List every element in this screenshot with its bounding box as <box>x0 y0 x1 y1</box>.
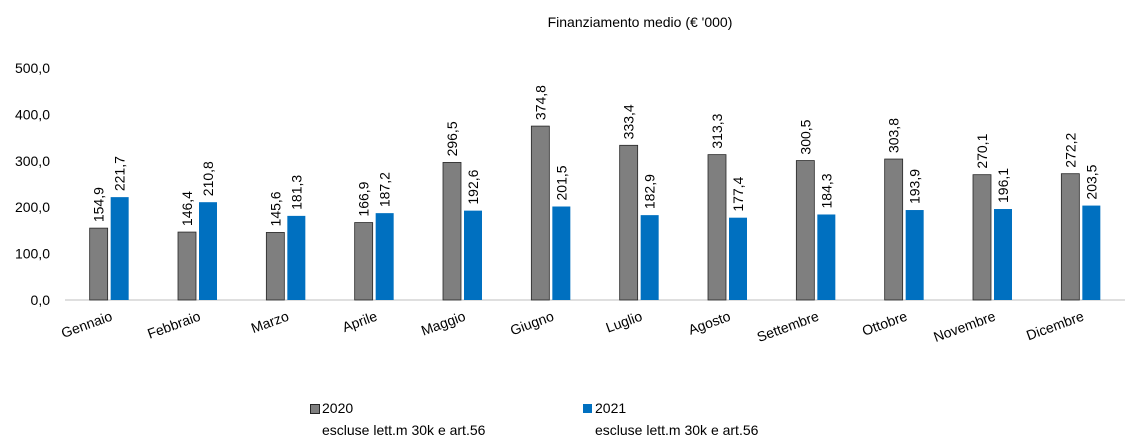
x-tick-label: Febbraio <box>145 308 203 342</box>
x-tick-label: Gennaio <box>59 308 114 341</box>
y-tick-label: 0,0 <box>31 292 51 308</box>
x-tick-label: Novembre <box>931 308 997 345</box>
value-label: 184,3 <box>818 173 834 208</box>
value-label: 182,9 <box>642 174 658 209</box>
x-tick-label: Ottobre <box>860 308 910 339</box>
value-label: 272,2 <box>1062 132 1078 167</box>
bar <box>619 144 639 301</box>
x-tick-label: Maggio <box>419 308 468 339</box>
bar <box>265 232 285 301</box>
bar <box>884 158 904 301</box>
x-tick-label: Aprile <box>340 308 379 335</box>
value-label: 203,5 <box>1083 164 1099 199</box>
value-label: 145,6 <box>267 191 283 226</box>
bar <box>795 160 815 301</box>
x-tick-label: Marzo <box>249 308 291 336</box>
chart-title: Finanziamento medio (€ '000) <box>548 14 733 30</box>
value-label: 374,8 <box>532 85 548 120</box>
value-label: 270,1 <box>974 133 990 168</box>
bar <box>640 215 659 300</box>
y-tick-label: 100,0 <box>15 246 50 262</box>
value-label: 221,7 <box>112 156 128 191</box>
bar <box>552 206 571 300</box>
value-label: 193,9 <box>907 169 923 204</box>
value-label: 201,5 <box>553 165 569 200</box>
bar <box>287 215 306 300</box>
value-label: 177,4 <box>730 176 746 211</box>
y-tick-label: 500,0 <box>15 60 50 76</box>
bar <box>375 213 394 300</box>
bar <box>994 209 1012 300</box>
legend-swatch <box>310 404 320 414</box>
bar <box>89 227 109 301</box>
bar <box>199 202 217 300</box>
value-label: 196,1 <box>995 168 1011 203</box>
value-label: 181,3 <box>288 175 304 210</box>
bar <box>972 174 992 301</box>
bar <box>707 154 727 301</box>
x-tick-label: Settembre <box>755 308 821 345</box>
y-tick-label: 300,0 <box>15 153 50 169</box>
x-tick-label: Luglio <box>604 308 645 336</box>
x-tick-label: Dicembre <box>1024 308 1086 344</box>
value-label: 333,4 <box>621 104 637 139</box>
y-tick-label: 200,0 <box>15 199 50 215</box>
legend-label: 2020 escluse lett.m 30k e art.56 <box>322 400 486 435</box>
value-label: 300,5 <box>797 119 813 154</box>
value-label: 146,4 <box>179 191 195 226</box>
value-label: 166,9 <box>356 181 372 216</box>
legend-label: 2021 escluse lett.m 30k e art.56 <box>595 400 759 435</box>
bar <box>442 162 462 301</box>
y-tick-label: 400,0 <box>15 106 50 122</box>
bar <box>464 210 482 300</box>
bar <box>1082 205 1101 300</box>
value-label: 154,9 <box>91 187 107 222</box>
x-tick-label: Giugno <box>508 308 556 339</box>
bar <box>110 197 129 300</box>
bar <box>817 214 836 300</box>
bar <box>1060 173 1080 301</box>
value-label: 303,8 <box>886 118 902 153</box>
value-label: 313,3 <box>709 113 725 148</box>
value-label: 296,5 <box>444 121 460 156</box>
bar <box>354 222 374 301</box>
bar <box>530 125 550 301</box>
legend-swatch <box>583 404 592 413</box>
value-label: 187,2 <box>377 172 393 207</box>
bar <box>905 210 924 300</box>
bar <box>177 231 197 301</box>
value-label: 192,6 <box>465 169 481 204</box>
bar <box>729 217 747 300</box>
x-tick-label: Agosto <box>686 308 733 338</box>
value-label: 210,8 <box>200 161 216 196</box>
